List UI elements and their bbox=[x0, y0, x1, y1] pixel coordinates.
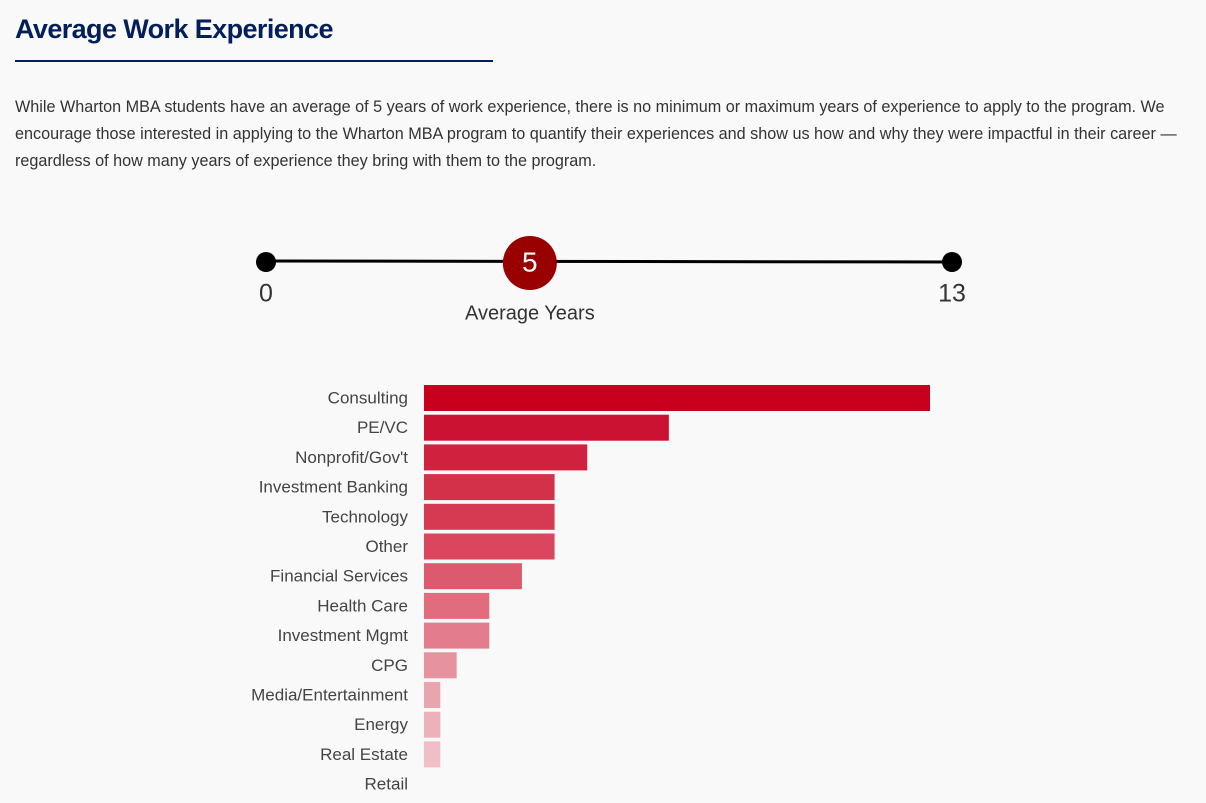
category-label: Energy bbox=[354, 715, 408, 734]
category-label: Retail bbox=[365, 775, 408, 794]
category-label: Nonprofit/Gov't bbox=[295, 448, 408, 467]
category-label: Consulting bbox=[328, 388, 408, 407]
category-label: Investment Banking bbox=[259, 478, 408, 497]
page-title: Average Work Experience bbox=[15, 14, 333, 44]
slider-track bbox=[265, 259, 953, 264]
bar bbox=[424, 474, 555, 501]
category-label: Financial Services bbox=[270, 567, 408, 586]
category-label: Technology bbox=[322, 507, 409, 526]
intro-text: While Wharton MBA students have an avera… bbox=[15, 98, 1177, 170]
bar bbox=[424, 741, 441, 768]
bar bbox=[424, 711, 441, 738]
bar bbox=[424, 444, 588, 471]
category-label: PE/VC bbox=[357, 418, 408, 437]
slider-min-dot bbox=[256, 252, 276, 272]
slider-max: 13 bbox=[938, 280, 966, 308]
slider-max-dot bbox=[942, 252, 962, 272]
bar bbox=[424, 503, 555, 530]
slider-label: Average Years bbox=[465, 302, 595, 324]
slider-value: 5 bbox=[522, 246, 538, 277]
bar bbox=[424, 652, 457, 679]
category-label: CPG bbox=[371, 656, 408, 675]
bar bbox=[424, 592, 490, 619]
bar bbox=[424, 682, 441, 708]
bar bbox=[424, 622, 490, 649]
bar bbox=[424, 414, 669, 441]
bar bbox=[424, 563, 522, 590]
category-label: Real Estate bbox=[320, 745, 408, 764]
category-label: Health Care bbox=[317, 596, 408, 615]
slider-min: 0 bbox=[259, 280, 273, 308]
category-label: Investment Mgmt bbox=[278, 626, 409, 645]
title-rule bbox=[15, 60, 493, 62]
bar bbox=[424, 385, 930, 411]
bar bbox=[424, 533, 555, 560]
slider-marker bbox=[502, 236, 557, 290]
category-label: Other bbox=[365, 537, 408, 556]
category-label: Media/Entertainment bbox=[251, 685, 408, 704]
